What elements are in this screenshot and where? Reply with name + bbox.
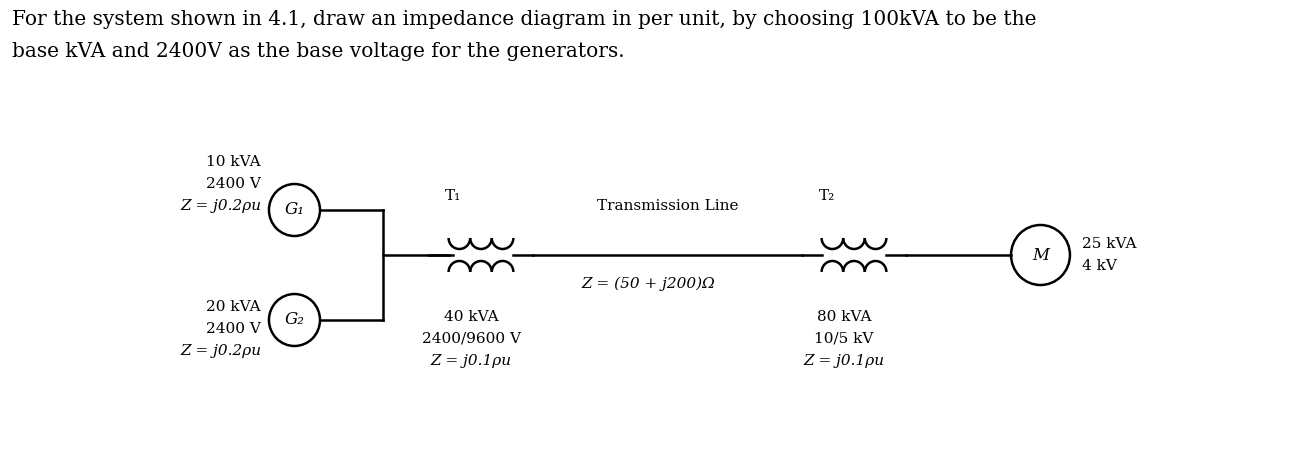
Text: 25 kVA: 25 kVA — [1081, 237, 1136, 251]
Text: Z = j0.1ρu: Z = j0.1ρu — [430, 354, 512, 368]
Text: Z = (50 + j200)Ω: Z = (50 + j200)Ω — [581, 277, 715, 291]
Text: 10 kVA: 10 kVA — [206, 155, 261, 169]
Text: Transmission Line: Transmission Line — [597, 199, 739, 213]
Text: T₂: T₂ — [818, 189, 835, 203]
Text: G₁: G₁ — [284, 201, 305, 219]
Text: For the system shown in 4.1, draw an impedance diagram in per unit, by choosing : For the system shown in 4.1, draw an imp… — [12, 10, 1036, 29]
Text: 2400/9600 V: 2400/9600 V — [422, 332, 521, 346]
Text: 80 kVA: 80 kVA — [817, 310, 872, 324]
Text: T₁: T₁ — [446, 189, 461, 203]
Text: 20 kVA: 20 kVA — [206, 300, 261, 314]
Text: 4 kV: 4 kV — [1081, 259, 1117, 273]
Text: base kVA and 2400V as the base voltage for the generators.: base kVA and 2400V as the base voltage f… — [12, 42, 624, 61]
Text: Z = j0.2ρu: Z = j0.2ρu — [180, 344, 261, 358]
Text: 10/5 kV: 10/5 kV — [814, 332, 874, 346]
Text: Z = j0.2ρu: Z = j0.2ρu — [180, 199, 261, 213]
Text: 40 kVA: 40 kVA — [444, 310, 499, 324]
Text: 2400 V: 2400 V — [206, 177, 261, 191]
Text: M: M — [1032, 247, 1049, 263]
Text: Z = j0.1ρu: Z = j0.1ρu — [804, 354, 885, 368]
Text: G₂: G₂ — [284, 311, 305, 329]
Text: 2400 V: 2400 V — [206, 322, 261, 336]
